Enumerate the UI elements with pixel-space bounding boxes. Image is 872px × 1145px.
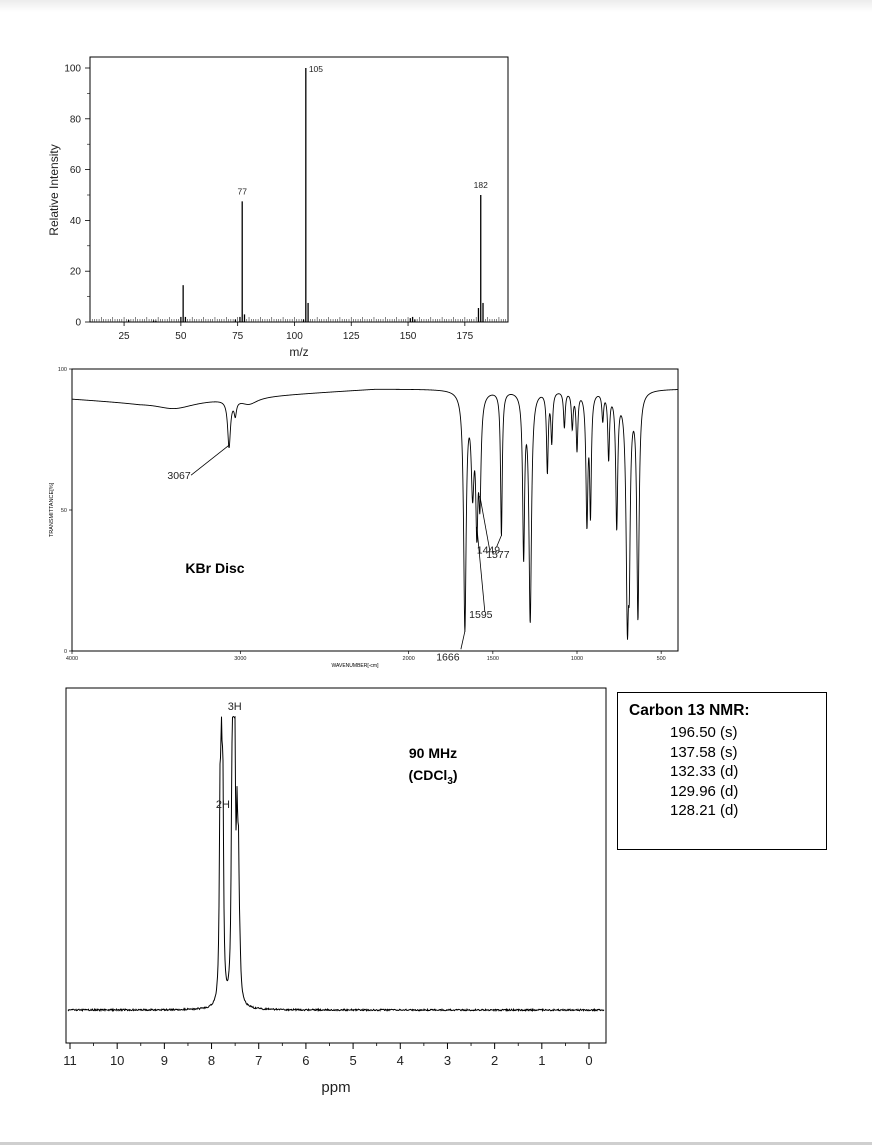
ir-x-tick-label: 4000 xyxy=(66,656,78,662)
nmr-x-tick-label: 1 xyxy=(538,1053,545,1068)
ms-x-tick-label: 75 xyxy=(232,331,244,342)
nmr-x-tick-label: 3 xyxy=(444,1053,451,1068)
nmr-annotations: 2H 3H xyxy=(216,701,242,811)
page-top-shade xyxy=(0,0,872,12)
ms-y-tick-label: 40 xyxy=(70,216,82,227)
ms-x-tick-label: 150 xyxy=(400,331,417,342)
ms-bars xyxy=(127,68,484,322)
ms-y-tick-label: 20 xyxy=(70,267,82,278)
ir-peak-leader xyxy=(496,535,502,548)
ms-peak-label: 77 xyxy=(237,186,247,196)
page-bottom-rule xyxy=(0,1142,872,1145)
nmr-ticks: 11 10 9 8 7 6 5 4 3 2 1 0 xyxy=(63,1043,593,1068)
nmr-x-tick-label: 0 xyxy=(585,1053,592,1068)
nmr-frequency-label: 90 MHz xyxy=(409,745,457,761)
ms-peak-label: 105 xyxy=(309,64,323,74)
ms-annotations: 77 105 182 xyxy=(237,64,488,196)
ir-y-tick-label: 100 xyxy=(58,367,67,373)
ms-y-ticks: 0 20 40 60 80 100 xyxy=(64,64,90,329)
ms-peak-label: 182 xyxy=(474,180,488,190)
c13-peak: 137.58 (s) xyxy=(670,743,738,761)
ms-x-tick-label: 175 xyxy=(456,331,473,342)
carbon-13-nmr-box: Carbon 13 NMR: 196.50 (s) 137.58 (s) 132… xyxy=(617,692,827,850)
ir-peak-label: 1595 xyxy=(469,609,493,621)
ir-y-axis-label: TRANSMITTANCE[%] xyxy=(49,482,55,537)
nmr-x-tick-label: 2 xyxy=(491,1053,498,1068)
nmr-x-tick-label: 8 xyxy=(208,1053,215,1068)
nmr-plot-frame xyxy=(65,687,607,1044)
ir-peak-label: 1449 xyxy=(477,544,501,556)
nmr-x-tick-label: 10 xyxy=(110,1053,124,1068)
ms-minor-ticks xyxy=(91,317,507,322)
ms-x-tick-label: 125 xyxy=(343,331,360,342)
nmr-x-tick-label: 6 xyxy=(302,1053,309,1068)
ms-x-ticks: 25 50 75 100 125 150 175 xyxy=(119,322,474,342)
nmr-integration-label: 3H xyxy=(228,701,242,713)
ir-peak-leader xyxy=(190,444,230,476)
ir-y-tick-label: 0 xyxy=(64,649,67,655)
ir-y-tick-label: 50 xyxy=(61,508,67,514)
nmr-x-tick-label: 11 xyxy=(63,1053,77,1068)
ir-x-tick-label: 1500 xyxy=(487,656,499,662)
ms-y-tick-label: 80 xyxy=(70,114,82,125)
ir-spectrum-line xyxy=(71,388,679,640)
ms-x-tick-label: 50 xyxy=(175,331,187,342)
nmr-integration-label: 2H xyxy=(216,799,230,811)
ir-x-tick-label: 500 xyxy=(657,656,666,662)
ir-peak-leader xyxy=(476,526,486,612)
ms-x-axis-label: m/z xyxy=(289,345,308,359)
c13-peak-list: 196.50 (s) 137.58 (s) 132.33 (d) 129.96 … xyxy=(618,723,828,821)
nmr-x-tick-label: 4 xyxy=(397,1053,404,1068)
c13-peak: 128.21 (d) xyxy=(670,802,739,819)
nmr-x-tick-label: 7 xyxy=(255,1053,262,1068)
ms-x-tick-label: 25 xyxy=(119,331,131,342)
nmr-x-tick-label: 5 xyxy=(349,1053,356,1068)
nmr-x-axis-label: ppm xyxy=(321,1079,350,1096)
ir-x-tick-label: 1000 xyxy=(571,656,583,662)
nmr-solvent-label: (CDCl3) xyxy=(408,767,457,787)
ir-x-tick-label: 3000 xyxy=(234,656,246,662)
c13-peak: 129.96 (d) xyxy=(670,782,739,800)
ms-x-tick-label: 100 xyxy=(286,331,303,342)
mass-spectrum-chart: 25 50 75 100 125 150 175 0 20 40 60 80 100 77 105 182… xyxy=(47,56,509,359)
c13-peak: 132.33 (d) xyxy=(670,763,739,780)
c13-peak: 196.50 (s) xyxy=(670,724,738,741)
ms-y-axis-label: Relative Intensity xyxy=(47,144,61,235)
ir-peak-leader xyxy=(460,631,466,650)
nmr-spectrum-line xyxy=(67,715,605,1013)
ms-y-tick-label: 0 xyxy=(75,318,81,329)
ir-peak-leader xyxy=(479,495,491,551)
ms-y-tick-label: 60 xyxy=(70,165,82,176)
ir-sample-label: KBr Disc xyxy=(185,560,244,576)
ir-x-axis-label: WAVENUMBER[-cm] xyxy=(332,663,380,669)
ir-peak-label: 1577 xyxy=(486,549,510,561)
nmr-x-tick-label: 9 xyxy=(161,1053,168,1068)
ir-peak-label: 3067 xyxy=(167,470,191,482)
c13-title: Carbon 13 NMR: xyxy=(629,702,750,719)
ir-ticks: 4000 3000 2000 1500 1000 500 0 50 100 xyxy=(58,367,666,662)
ms-y-tick-label: 100 xyxy=(64,64,81,75)
ir-peak-label: 1666 xyxy=(436,651,460,663)
ir-x-tick-label: 2000 xyxy=(403,656,415,662)
